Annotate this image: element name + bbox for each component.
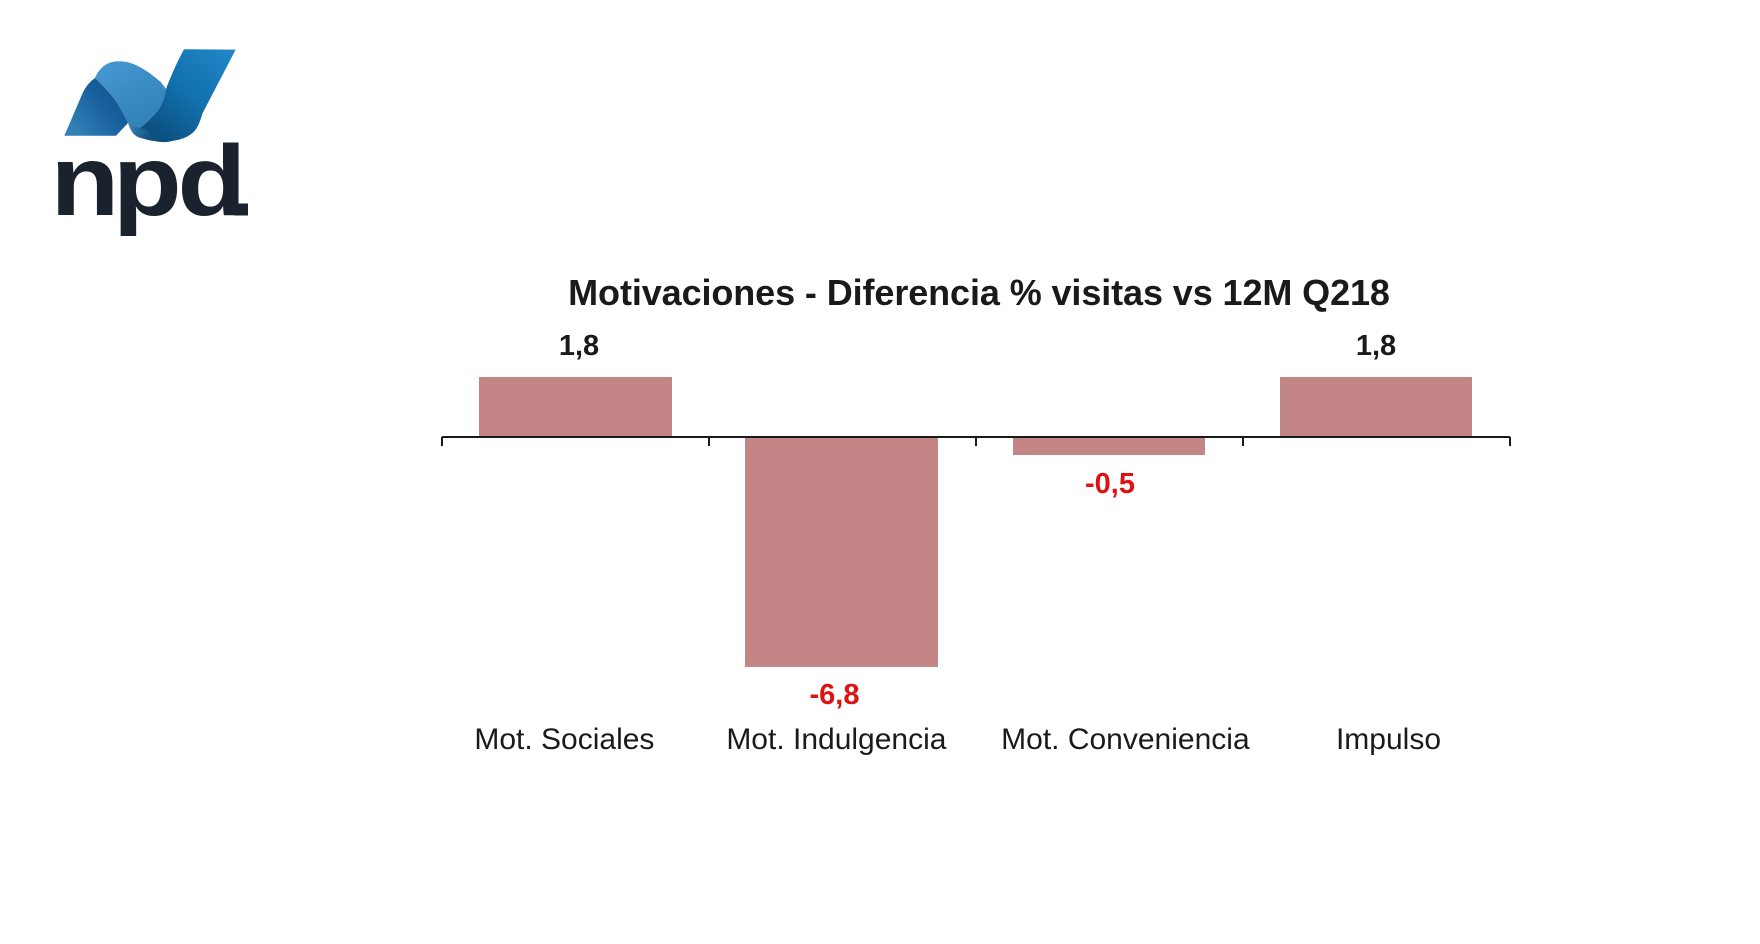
- svg-text:d: d: [177, 124, 246, 236]
- svg-text:n: n: [50, 124, 119, 236]
- svg-text:p: p: [113, 124, 182, 236]
